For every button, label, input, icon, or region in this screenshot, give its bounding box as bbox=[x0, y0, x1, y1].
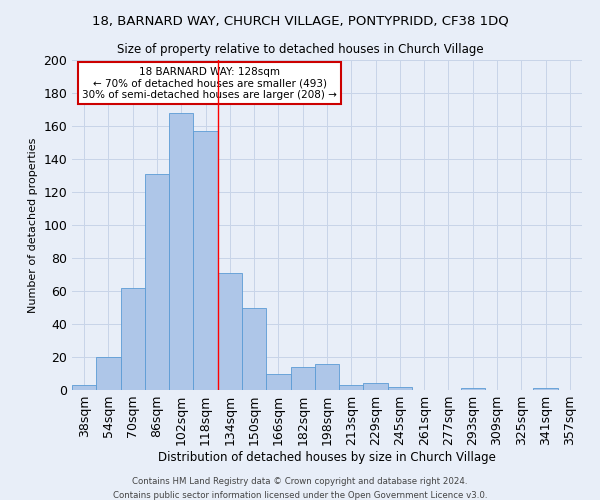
Bar bbox=[242, 308, 266, 390]
Bar bbox=[193, 131, 218, 390]
Bar bbox=[533, 388, 558, 390]
Bar bbox=[461, 388, 485, 390]
Bar bbox=[218, 273, 242, 390]
Text: Contains public sector information licensed under the Open Government Licence v3: Contains public sector information licen… bbox=[113, 491, 487, 500]
Bar bbox=[72, 385, 96, 390]
Text: 18 BARNARD WAY: 128sqm
← 70% of detached houses are smaller (493)
30% of semi-de: 18 BARNARD WAY: 128sqm ← 70% of detached… bbox=[82, 66, 337, 100]
Y-axis label: Number of detached properties: Number of detached properties bbox=[28, 138, 38, 312]
Bar bbox=[364, 384, 388, 390]
Text: Size of property relative to detached houses in Church Village: Size of property relative to detached ho… bbox=[116, 42, 484, 56]
Bar bbox=[169, 113, 193, 390]
Bar bbox=[121, 288, 145, 390]
Bar bbox=[315, 364, 339, 390]
X-axis label: Distribution of detached houses by size in Church Village: Distribution of detached houses by size … bbox=[158, 451, 496, 464]
Bar bbox=[266, 374, 290, 390]
Bar bbox=[145, 174, 169, 390]
Text: Contains HM Land Registry data © Crown copyright and database right 2024.: Contains HM Land Registry data © Crown c… bbox=[132, 478, 468, 486]
Bar bbox=[96, 357, 121, 390]
Bar bbox=[339, 385, 364, 390]
Bar bbox=[290, 367, 315, 390]
Text: 18, BARNARD WAY, CHURCH VILLAGE, PONTYPRIDD, CF38 1DQ: 18, BARNARD WAY, CHURCH VILLAGE, PONTYPR… bbox=[92, 15, 508, 28]
Bar bbox=[388, 386, 412, 390]
